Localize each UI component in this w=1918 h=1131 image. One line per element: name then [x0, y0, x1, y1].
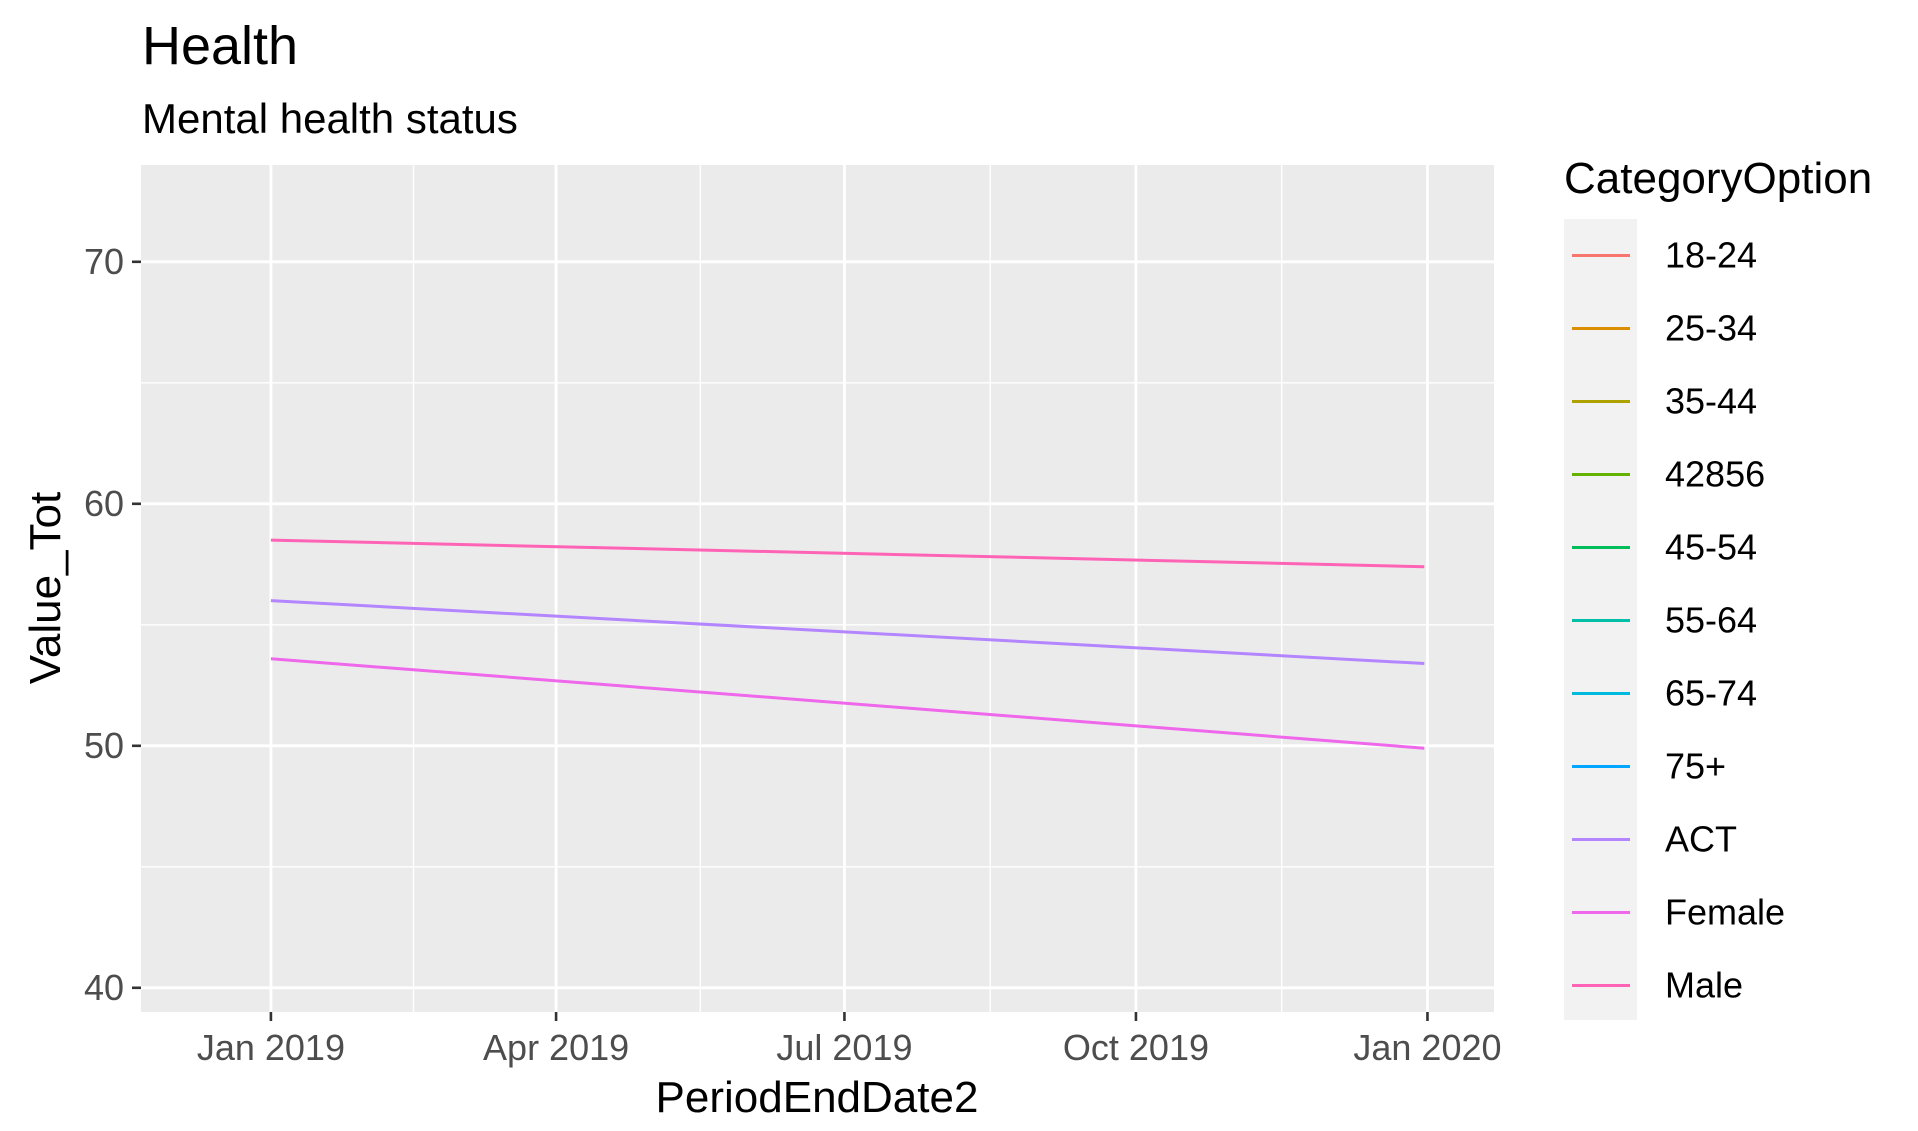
y-tick-label: 60 [84, 483, 124, 524]
series-lines [270, 538, 1425, 750]
y-tick-label: 70 [84, 241, 124, 282]
legend: CategoryOption 18-24 25-34 35-44 42856 45-54… [1564, 154, 1872, 1020]
y-axis-title: Value_Tot [21, 492, 70, 684]
legend-label-act: ACT [1665, 819, 1737, 860]
legend-label-female: Female [1665, 892, 1785, 933]
x-tick-label: Jan 2020 [1353, 1027, 1501, 1068]
x-tick-label: Jan 2019 [197, 1027, 345, 1068]
legend-label-male: Male [1665, 965, 1743, 1006]
y-axis: 40 50 60 70 [84, 241, 141, 1008]
series-line-female [270, 657, 1425, 750]
plot-panel [141, 165, 1494, 1012]
x-axis-title: PeriodEndDate2 [656, 1073, 979, 1122]
major-gridlines [141, 165, 1494, 1012]
legend-title: CategoryOption [1564, 154, 1872, 203]
minor-gridlines [141, 165, 1494, 1012]
legend-label-25-34: 25-34 [1665, 308, 1757, 349]
x-tick-label: Oct 2019 [1063, 1027, 1209, 1068]
legend-label-35-44: 35-44 [1665, 381, 1757, 422]
chart-title: Health [142, 16, 298, 76]
legend-label-18-24: 18-24 [1665, 235, 1757, 276]
legend-label-42856: 42856 [1665, 454, 1765, 495]
chart-subtitle: Mental health status [142, 95, 518, 142]
legend-label-75+: 75+ [1665, 746, 1726, 787]
series-line-male [270, 538, 1425, 569]
legend-label-55-64: 55-64 [1665, 600, 1757, 641]
legend-label-65-74: 65-74 [1665, 673, 1757, 714]
x-tick-label: Apr 2019 [483, 1027, 629, 1068]
series-line-act [270, 599, 1425, 665]
y-tick-label: 50 [84, 725, 124, 766]
x-axis: Jan 2019 Apr 2019 Jul 2019 Oct 2019 Jan 2020 [197, 1012, 1502, 1068]
x-tick-label: Jul 2019 [776, 1027, 912, 1068]
y-tick-label: 40 [84, 967, 124, 1008]
legend-label-45-54: 45-54 [1665, 527, 1757, 568]
